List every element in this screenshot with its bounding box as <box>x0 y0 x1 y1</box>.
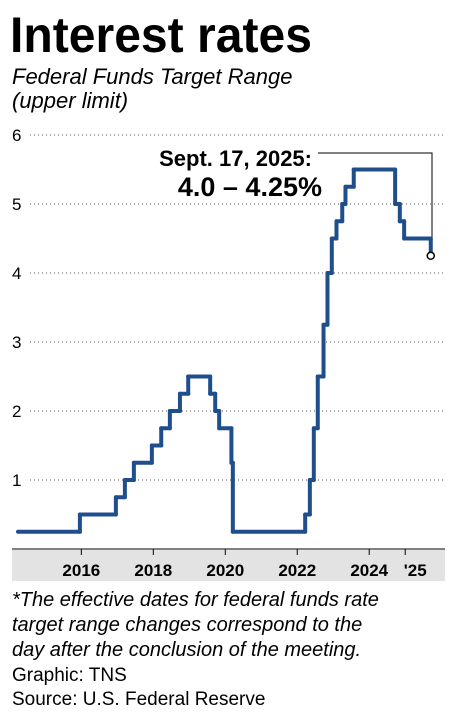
x-tick-label: 2018 <box>134 561 172 580</box>
subtitle: Federal Funds Target Range <box>12 64 292 89</box>
y-tick-label: 4 <box>12 264 21 283</box>
footnote: target range changes correspond to the <box>12 614 362 636</box>
footnote: day after the conclusion of the meeting. <box>12 639 361 661</box>
x-tick-label: '25 <box>404 561 427 580</box>
annotation: Sept. 17, 2025: <box>159 146 312 171</box>
subtitle: (upper limit) <box>12 88 128 113</box>
y-tick-label: 6 <box>12 126 21 145</box>
y-tick-label: 1 <box>12 471 21 490</box>
leader-line <box>318 152 433 250</box>
y-tick-label: 2 <box>12 402 21 421</box>
credit: Graphic: TNS <box>12 665 127 686</box>
x-axis-band <box>12 550 445 581</box>
x-tick-label: 2020 <box>206 561 244 580</box>
x-tick-label: 2024 <box>350 561 388 580</box>
footnote: *The effective dates for federal funds r… <box>12 589 379 611</box>
annotation: 4.0 – 4.25% <box>178 172 322 202</box>
end-point <box>426 251 436 260</box>
y-tick-label: 5 <box>12 195 21 214</box>
source: Source: U.S. Federal Reserve <box>12 689 265 710</box>
chart-title: Interest rates <box>10 7 312 63</box>
x-tick-label: 2022 <box>278 561 316 580</box>
y-tick-label: 3 <box>12 333 21 352</box>
x-tick-label: 2016 <box>62 561 100 580</box>
